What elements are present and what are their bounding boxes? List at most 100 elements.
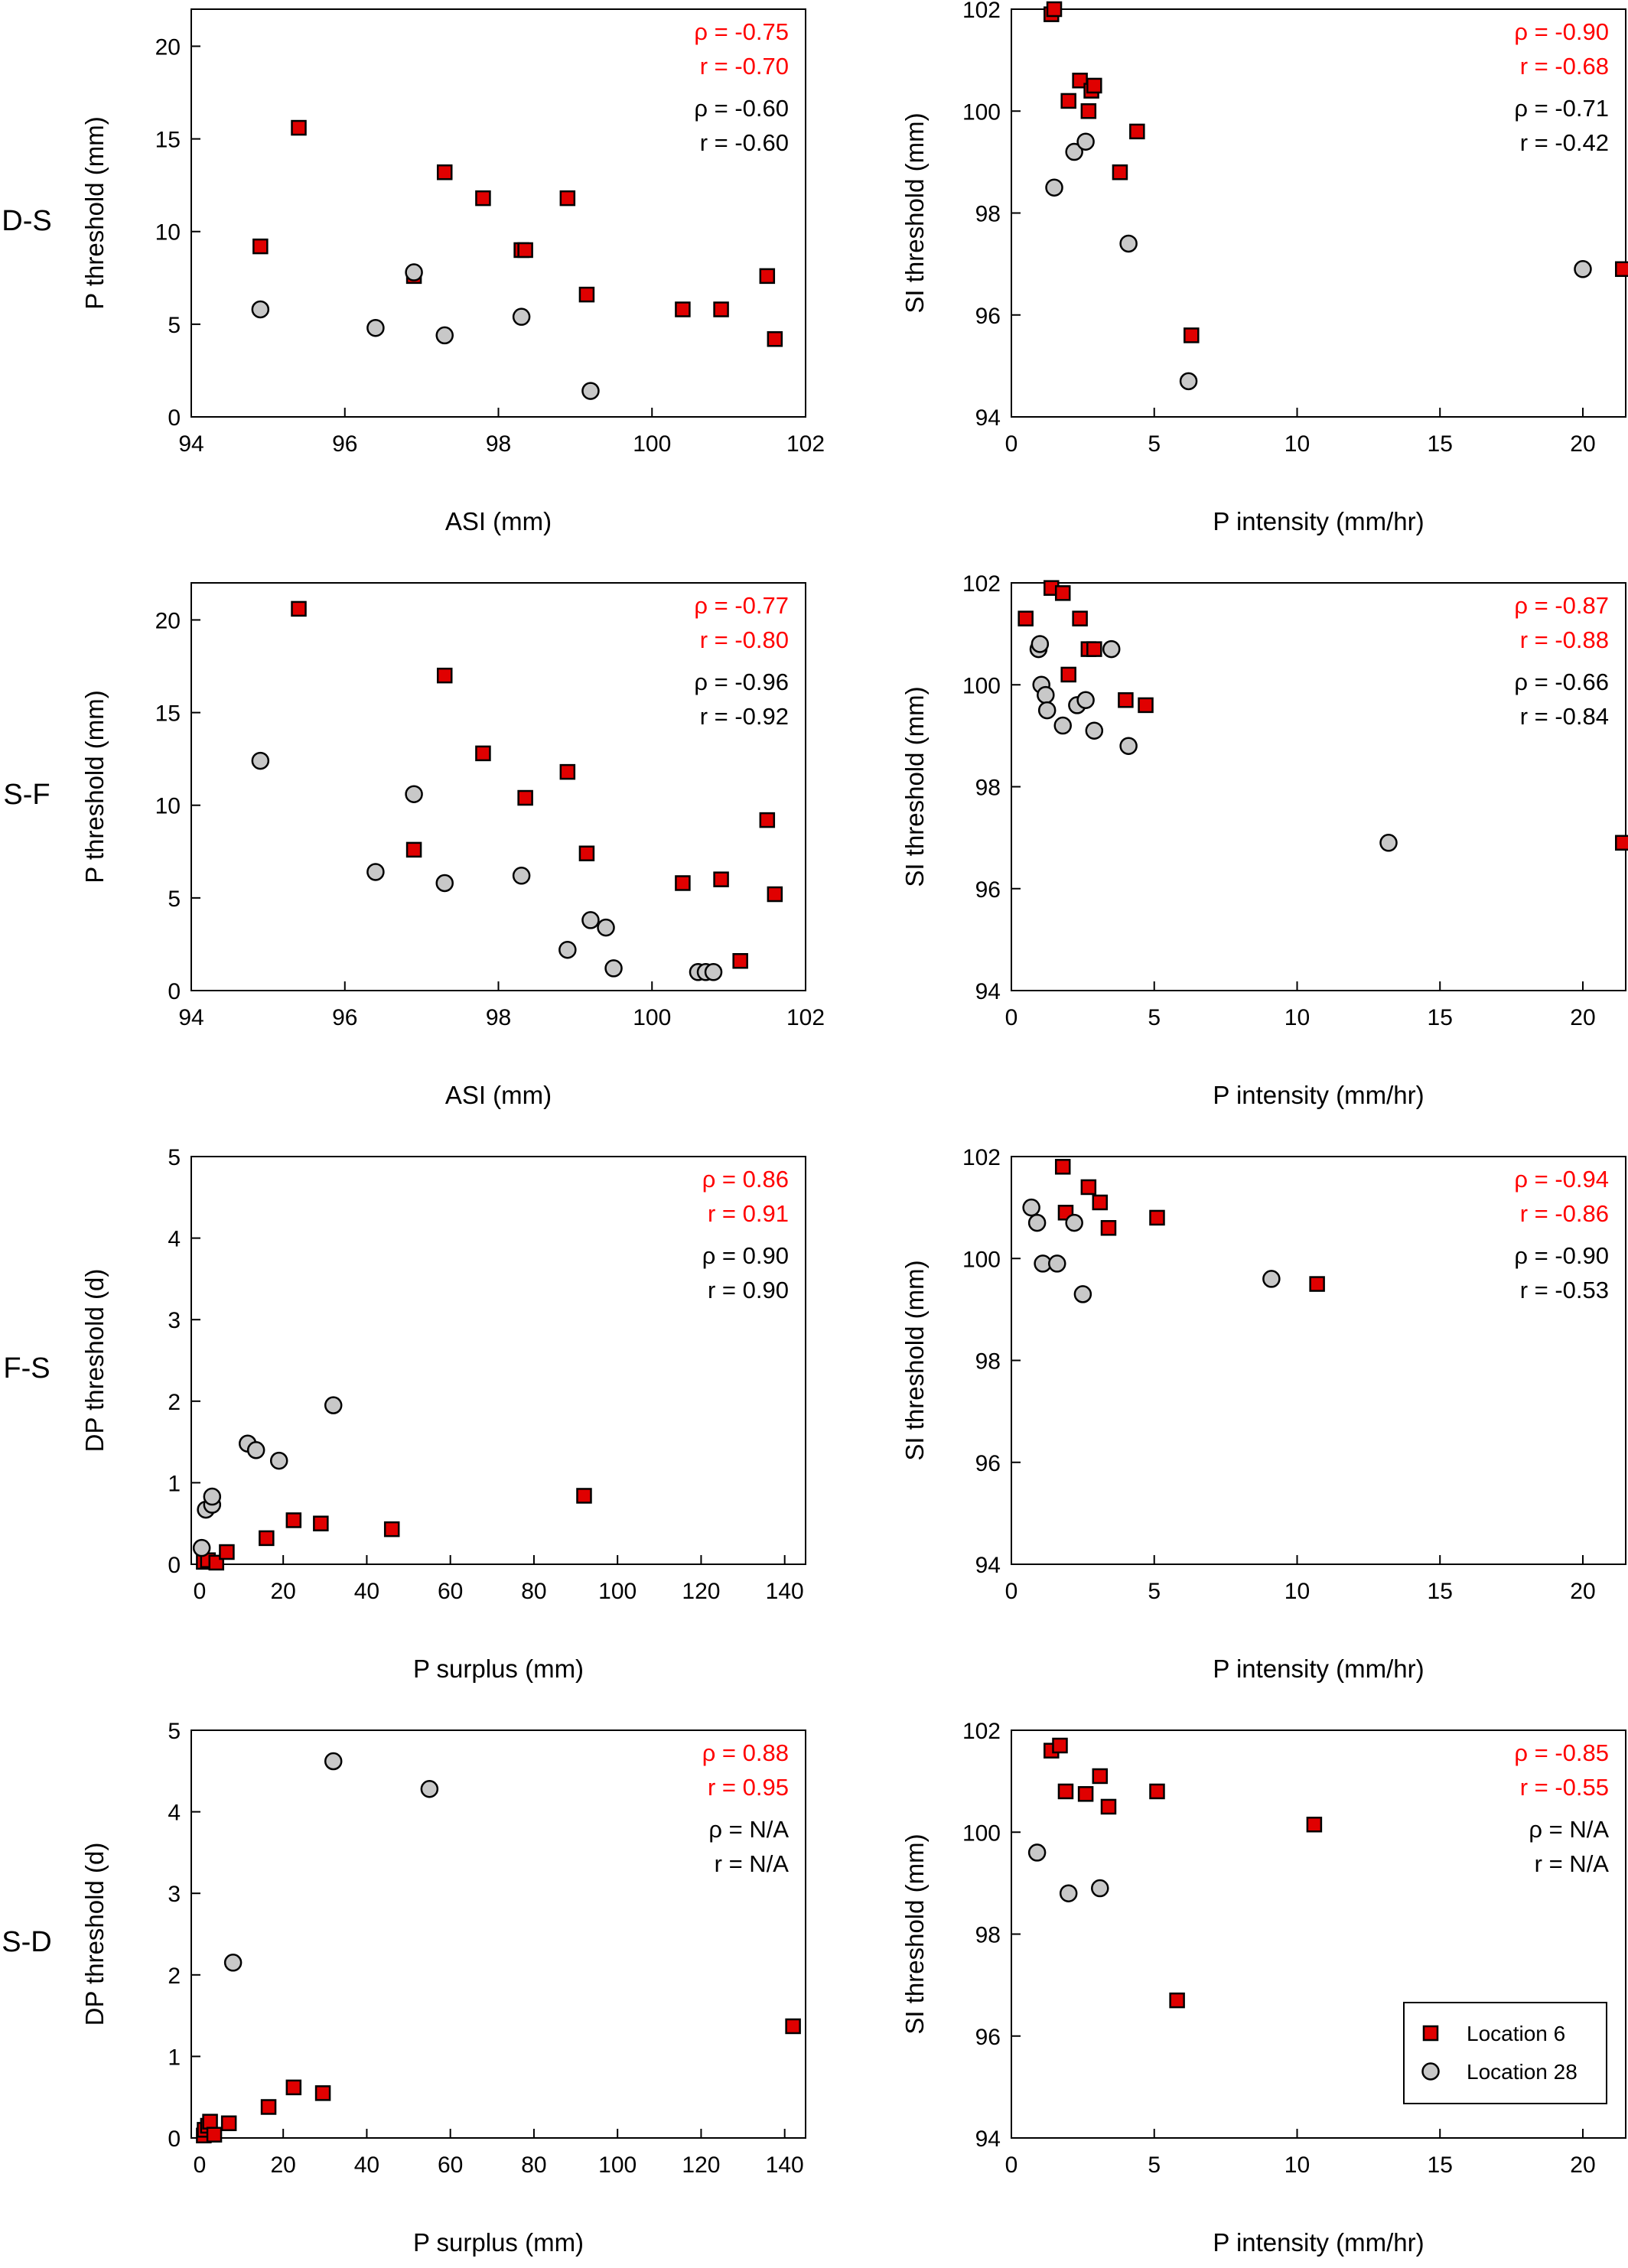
location-6-point [785, 2018, 801, 2035]
location-6-point [1052, 1737, 1068, 1754]
location-28-point [324, 1752, 343, 1771]
location-28-point [246, 1441, 265, 1459]
x-tick-label: 0 [1005, 2152, 1018, 2178]
x-tick-label: 5 [1148, 431, 1161, 457]
correlation-stat: ρ = -0.90 [1514, 1242, 1609, 1269]
x-axis-label: ASI (mm) [445, 1081, 552, 1109]
location-6-point [559, 190, 576, 207]
y-tick-label: 94 [975, 2126, 1001, 2152]
legend-label: Location 6 [1467, 2022, 1565, 2045]
location-28-point [1119, 737, 1138, 755]
location-6-point [578, 286, 595, 303]
location-28-point [1085, 721, 1104, 740]
y-axis-label: SI threshold (mm) [900, 686, 929, 887]
location-6-point [475, 745, 491, 762]
legend: Location 6 Location 28 [1403, 2002, 1607, 2104]
location-28-point [1574, 260, 1592, 278]
x-tick-label: 15 [1428, 1579, 1453, 1604]
correlation-stat: r = -0.84 [1520, 703, 1609, 730]
location-6-point [1092, 1194, 1109, 1211]
correlation-stat: r = -0.53 [1520, 1277, 1609, 1303]
location-28-point [1073, 1285, 1092, 1303]
location-6-point [252, 238, 269, 255]
location-28-point [1022, 1198, 1040, 1217]
y-tick-label: 4 [168, 1227, 181, 1252]
location-6-point [285, 2079, 302, 2096]
y-tick-label: 0 [168, 2126, 181, 2152]
location-6-point [767, 886, 783, 903]
location-6-point [219, 1544, 235, 1560]
y-tick-label: 20 [155, 34, 181, 60]
location-28-point [1102, 639, 1121, 659]
x-tick-label: 0 [194, 2152, 207, 2178]
x-axis-label: P surplus (mm) [413, 2228, 584, 2257]
x-tick-label: 96 [332, 1005, 357, 1030]
location-6-point [1060, 93, 1076, 109]
location-28-point [604, 959, 623, 978]
y-axis-label: SI threshold (mm) [900, 1834, 929, 2034]
x-tick-label: 15 [1428, 431, 1453, 457]
chart-panel: 0 5 10 15 20 94 96 98 100 102 P intensity (mm/hr) S… [900, 571, 1628, 1109]
y-tick-label: 1 [168, 1471, 181, 1496]
location-6-point [1018, 610, 1034, 626]
x-tick-label: 60 [438, 2152, 463, 2178]
location-28-point [324, 1396, 343, 1414]
location-28-point [1065, 1213, 1083, 1232]
location-6-point [313, 1515, 329, 1531]
x-axis-label: P surplus (mm) [413, 1655, 584, 1683]
y-tick-label: 102 [962, 1719, 1001, 1744]
y-tick-label: 94 [975, 1553, 1001, 1578]
location-6-point [1615, 261, 1628, 278]
correlation-stat: r = -0.88 [1520, 626, 1609, 653]
y-tick-label: 102 [962, 0, 1001, 23]
legend-marker-square [1422, 2025, 1439, 2042]
x-tick-label: 5 [1148, 1005, 1161, 1030]
location-28-point [1262, 1270, 1281, 1288]
chart-panel: 0 20 40 60 80 100 120 140 0 1 2 3 4 5 P surplus (mm) DP… [80, 1719, 806, 2257]
x-tick-label: 140 [766, 2152, 804, 2178]
x-tick-label: 120 [682, 1579, 720, 1604]
location-28-point [405, 263, 423, 281]
location-6-point [206, 2126, 223, 2143]
y-tick-label: 15 [155, 701, 181, 727]
location-6-point [1309, 1276, 1325, 1292]
x-tick-label: 0 [1005, 431, 1018, 457]
location-28-point [420, 1780, 439, 1798]
location-6-point [1118, 691, 1134, 708]
location-6-point [1112, 164, 1128, 181]
y-axis-label: SI threshold (mm) [900, 1260, 929, 1460]
x-tick-label: 100 [633, 431, 671, 457]
location-6-point [713, 301, 729, 317]
correlation-stat: r = -0.68 [1520, 53, 1609, 80]
location-6-point [1169, 1992, 1185, 2009]
chart-panel: 0 5 10 15 20 94 96 98 100 102 P intensity (mm/hr) S… [900, 1145, 1626, 1683]
y-tick-label: 98 [975, 776, 1001, 801]
location-28-point [597, 918, 615, 937]
location-6-point [559, 763, 576, 780]
correlation-stat: r = -0.86 [1520, 1200, 1609, 1227]
location-6-point [1100, 1220, 1117, 1236]
location-28-point [192, 1538, 211, 1557]
x-tick-label: 10 [1284, 1005, 1310, 1030]
y-tick-label: 10 [155, 794, 181, 819]
correlation-stat: ρ = -0.66 [1514, 669, 1609, 695]
location-6-point [1086, 641, 1102, 657]
correlation-stat: ρ = -0.96 [694, 669, 789, 695]
row-label-ds: D-S [2, 205, 52, 237]
correlation-stat: r = 0.95 [708, 1774, 789, 1801]
correlation-stat: ρ = -0.60 [694, 95, 789, 122]
x-axis-label: P intensity (mm/hr) [1213, 507, 1424, 535]
y-tick-label: 2 [168, 1964, 181, 1989]
location-28-point [435, 326, 454, 345]
location-6-point [1054, 1159, 1071, 1175]
location-6-point [1060, 666, 1076, 683]
row-label-fs: F-S [3, 1352, 50, 1385]
correlation-stat: ρ = -0.75 [694, 18, 789, 45]
location-28-point [366, 863, 385, 881]
location-28-point [1091, 1879, 1109, 1898]
location-28-point [1031, 635, 1050, 653]
location-6-point [383, 1521, 400, 1537]
correlation-stat: ρ = 0.88 [702, 1739, 789, 1766]
correlation-stat: ρ = -0.77 [694, 592, 789, 619]
